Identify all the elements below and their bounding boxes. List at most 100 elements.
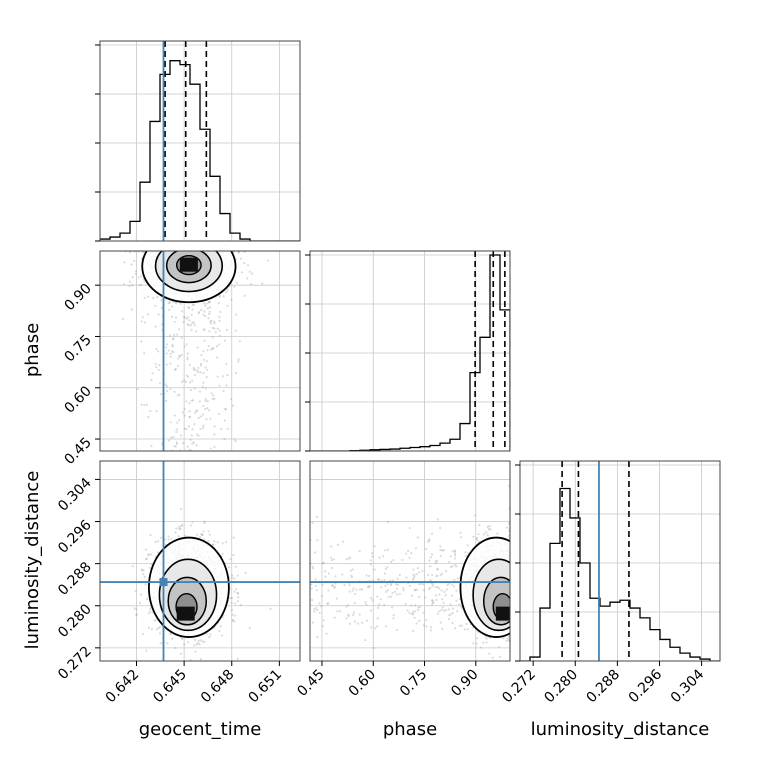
scatter-point xyxy=(225,362,228,366)
scatter-point xyxy=(200,415,203,418)
scatter-point xyxy=(391,591,394,595)
scatter-point xyxy=(194,650,197,653)
scatter-point xyxy=(196,533,199,536)
scatter-point xyxy=(149,533,152,537)
scatter-point xyxy=(128,284,131,288)
y-axis-label-luminosity-distance: luminosity_distance xyxy=(22,471,43,650)
scatter-point xyxy=(167,538,170,541)
scatter-point xyxy=(213,397,216,400)
scatter-point xyxy=(244,571,247,574)
scatter-point xyxy=(222,295,225,298)
scatter-point xyxy=(416,536,419,539)
scatter-point xyxy=(429,565,432,568)
scatter-point xyxy=(386,582,389,586)
scatter-point xyxy=(206,368,209,372)
scatter-point xyxy=(431,599,434,602)
x-tick-label-phase: 0.90 xyxy=(448,667,481,700)
panel-phase-vs-luminosity-distance xyxy=(310,461,510,661)
scatter-point xyxy=(392,614,395,617)
scatter-point xyxy=(365,574,368,577)
scatter-point xyxy=(441,572,444,575)
scatter-point xyxy=(208,306,212,309)
scatter-point xyxy=(440,589,443,592)
scatter-point xyxy=(140,320,143,323)
scatter-point xyxy=(191,442,194,445)
scatter-point xyxy=(376,625,379,628)
scatter-point xyxy=(191,303,194,307)
scatter-point xyxy=(236,574,239,577)
scatter-point xyxy=(322,561,325,564)
scatter-point xyxy=(233,438,236,441)
scatter-point xyxy=(348,590,351,593)
y-axis-label-phase: phase xyxy=(22,323,43,377)
scatter-point xyxy=(491,656,495,659)
scatter-point xyxy=(204,407,207,411)
scatter-point xyxy=(210,319,213,322)
scatter-point xyxy=(434,585,437,589)
scatter-point xyxy=(485,531,488,534)
scatter-point xyxy=(183,407,186,411)
scatter-point xyxy=(211,346,214,349)
scatter-point xyxy=(175,428,179,431)
scatter-point xyxy=(147,415,150,419)
scatter-point xyxy=(167,301,170,304)
scatter-point xyxy=(449,613,452,616)
scatter-point xyxy=(154,540,157,544)
scatter-point xyxy=(218,329,221,332)
scatter-point xyxy=(197,310,201,314)
scatter-point xyxy=(349,569,352,572)
scatter-point xyxy=(438,610,441,613)
scatter-point xyxy=(231,576,234,579)
scatter-point xyxy=(311,567,315,570)
scatter-point xyxy=(412,613,415,616)
scatter-point xyxy=(164,383,168,386)
scatter-point xyxy=(140,340,143,343)
scatter-point xyxy=(211,336,214,339)
scatter-point xyxy=(200,354,203,357)
scatter-point xyxy=(453,578,456,581)
scatter-point xyxy=(391,579,395,582)
scatter-point xyxy=(154,304,157,307)
scatter-point xyxy=(248,270,252,273)
scatter-point xyxy=(418,571,421,574)
scatter-point xyxy=(449,603,452,606)
scatter-point xyxy=(439,574,442,577)
scatter-point xyxy=(172,351,175,354)
scatter-point xyxy=(330,559,334,562)
scatter-point xyxy=(445,608,448,612)
scatter-point xyxy=(239,604,242,607)
scatter-point xyxy=(189,658,192,661)
y-tick-label-phase: 0.75 xyxy=(61,332,94,365)
scatter-point xyxy=(210,348,213,351)
scatter-point xyxy=(171,350,174,353)
scatter-point xyxy=(370,609,373,612)
scatter-point xyxy=(185,374,188,377)
panel-geocent-time-vs-luminosity-distance-frame xyxy=(99,460,301,662)
scatter-point xyxy=(223,419,226,422)
scatter-point xyxy=(187,306,190,309)
scatter-point xyxy=(358,588,362,591)
scatter-point xyxy=(219,625,223,628)
scatter-point xyxy=(437,587,441,590)
scatter-point xyxy=(448,614,451,617)
scatter-point xyxy=(143,321,146,324)
scatter-point xyxy=(144,548,147,551)
scatter-point xyxy=(435,561,438,565)
scatter-point xyxy=(430,626,433,629)
scatter-point xyxy=(183,345,186,348)
scatter-point xyxy=(178,393,181,396)
scatter-point xyxy=(226,304,229,307)
scatter-point xyxy=(192,398,195,402)
scatter-point xyxy=(473,514,477,517)
scatter-point xyxy=(348,584,351,587)
scatter-point xyxy=(181,524,184,527)
scatter-point xyxy=(177,357,180,360)
scatter-point xyxy=(426,573,430,577)
scatter-point xyxy=(485,641,488,644)
scatter-point xyxy=(178,525,181,529)
density-peak xyxy=(179,257,198,272)
scatter-point xyxy=(376,617,379,620)
scatter-point xyxy=(325,632,328,635)
scatter-point xyxy=(425,547,428,551)
scatter-point xyxy=(453,552,457,555)
